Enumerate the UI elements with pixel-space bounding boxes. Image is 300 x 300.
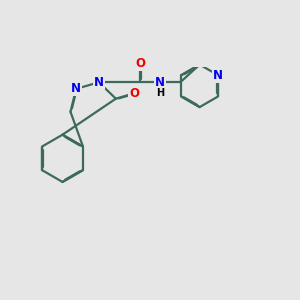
- Text: O: O: [129, 87, 139, 100]
- Text: H: H: [156, 88, 164, 98]
- Text: N: N: [155, 76, 165, 89]
- Text: N: N: [213, 69, 223, 82]
- Text: O: O: [135, 57, 145, 70]
- Text: N: N: [94, 76, 104, 89]
- Text: N: N: [71, 82, 81, 95]
